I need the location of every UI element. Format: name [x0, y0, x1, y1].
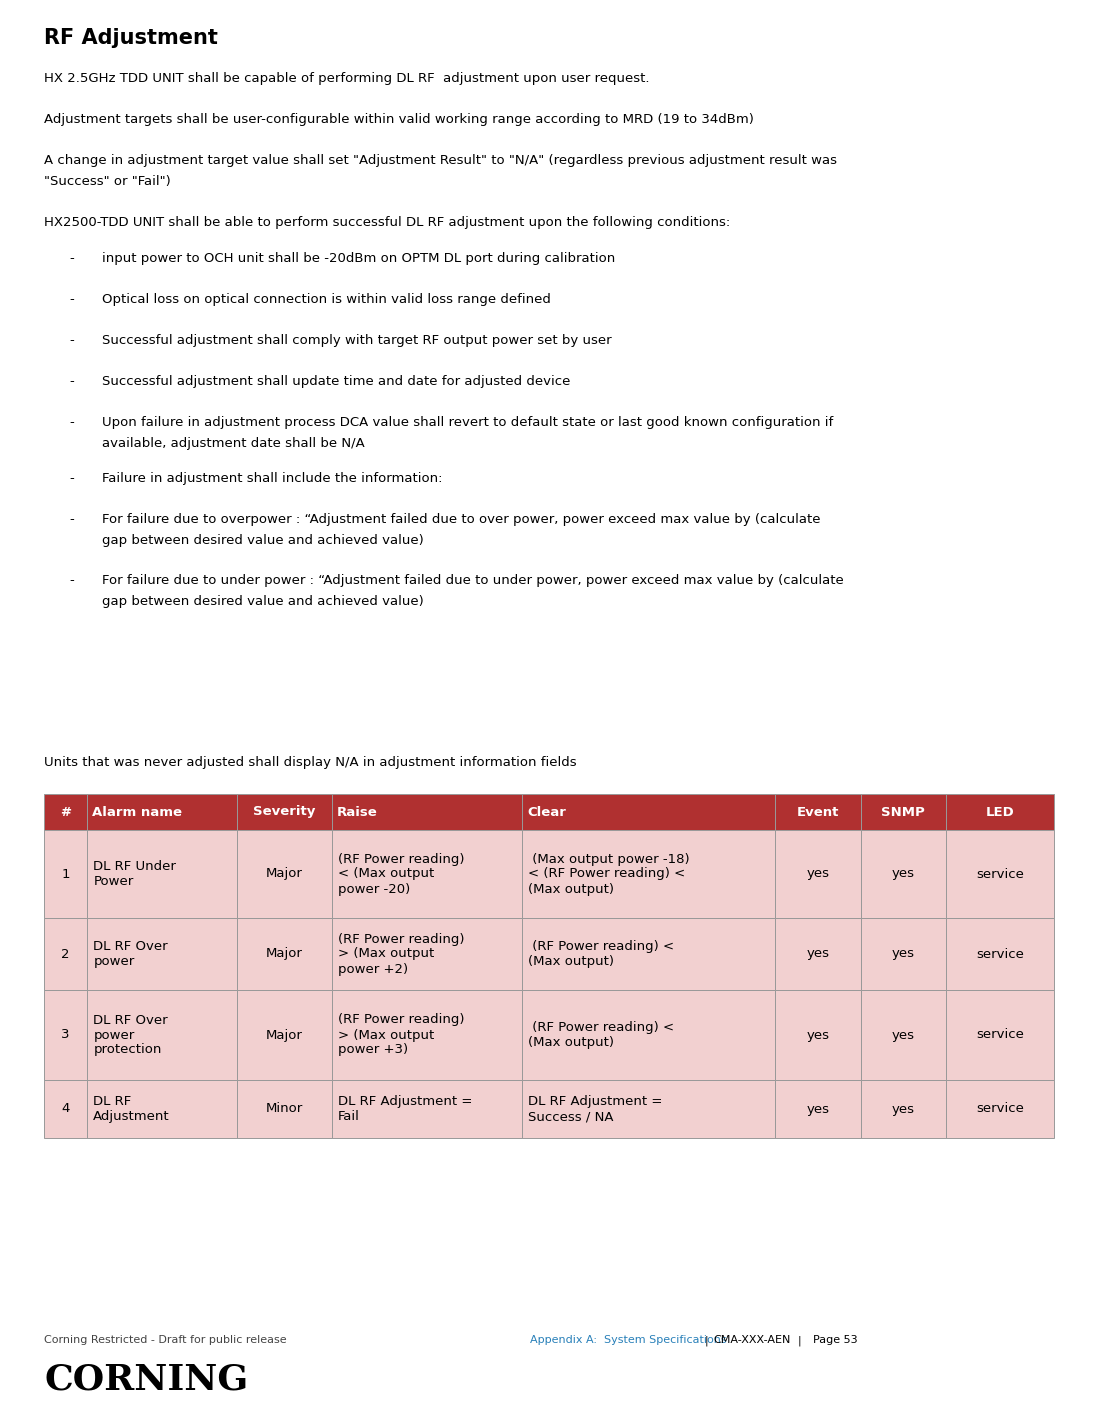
Text: Severity: Severity [253, 805, 315, 818]
Text: (RF Power reading)
> (Max output
power +3): (RF Power reading) > (Max output power +… [337, 1014, 464, 1056]
Bar [860, 990, 946, 1081]
Bar [946, 1081, 1054, 1139]
Text: -: - [70, 574, 75, 587]
Text: Page 53: Page 53 [806, 1334, 858, 1346]
Text: Units that was never adjusted shall display N/A in adjustment information fields: Units that was never adjusted shall disp… [45, 756, 577, 769]
Text: DL RF Under
Power: DL RF Under Power [93, 859, 176, 888]
Bar [522, 990, 775, 1081]
Text: -: - [70, 294, 75, 306]
Text: DL RF Adjustment =
Success / NA: DL RF Adjustment = Success / NA [529, 1095, 662, 1123]
Text: Corning Restricted - Draft for public release: Corning Restricted - Draft for public re… [45, 1334, 287, 1346]
Text: Successful adjustment shall update time and date for adjusted device: Successful adjustment shall update time … [102, 374, 570, 389]
Text: yes: yes [806, 947, 829, 960]
Bar [860, 794, 946, 830]
Text: yes: yes [806, 868, 829, 881]
Bar [946, 830, 1054, 917]
Text: DL RF Adjustment =
Fail: DL RF Adjustment = Fail [337, 1095, 472, 1123]
Text: (Max output power -18)
< (RF Power reading) <
(Max output): (Max output power -18) < (RF Power readi… [529, 852, 690, 896]
Text: service: service [976, 1103, 1024, 1116]
Text: Minor: Minor [266, 1103, 303, 1116]
Bar [522, 1081, 775, 1139]
Text: Major: Major [266, 868, 303, 881]
Text: (RF Power reading)
> (Max output
power +2): (RF Power reading) > (Max output power +… [337, 933, 464, 976]
Text: 2: 2 [61, 947, 70, 960]
Text: Major: Major [266, 1028, 303, 1041]
Text: DL RF
Adjustment: DL RF Adjustment [93, 1095, 170, 1123]
Bar [946, 917, 1054, 990]
Text: LED: LED [986, 805, 1015, 818]
Bar [775, 794, 860, 830]
Text: CMA-XXX-AEN: CMA-XXX-AEN [713, 1334, 790, 1346]
Text: HX2500-TDD UNIT shall be able to perform successful DL RF adjustment upon the fo: HX2500-TDD UNIT shall be able to perform… [45, 216, 730, 228]
Text: yes: yes [806, 1103, 829, 1116]
Text: HX 2.5GHz TDD UNIT shall be capable of performing DL RF  adjustment upon user re: HX 2.5GHz TDD UNIT shall be capable of p… [45, 72, 650, 85]
Text: For failure due to overpower : “Adjustment failed due to over power, power excee: For failure due to overpower : “Adjustme… [102, 513, 820, 526]
Text: -: - [70, 374, 75, 389]
Text: Major: Major [266, 947, 303, 960]
Text: For failure due to under power : “Adjustment failed due to under power, power ex: For failure due to under power : “Adjust… [102, 574, 844, 587]
Text: gap between desired value and achieved value): gap between desired value and achieved v… [102, 596, 424, 608]
Text: Alarm name: Alarm name [92, 805, 183, 818]
Text: DL RF Over
power: DL RF Over power [93, 940, 168, 968]
Text: Clear: Clear [528, 805, 567, 818]
Text: Successful adjustment shall comply with target RF output power set by user: Successful adjustment shall comply with … [102, 335, 612, 347]
Text: gap between desired value and achieved value): gap between desired value and achieved v… [102, 535, 424, 547]
Text: 3: 3 [61, 1028, 70, 1041]
Bar [237, 830, 332, 917]
Bar [522, 830, 775, 917]
Text: service: service [976, 947, 1024, 960]
Bar [87, 917, 237, 990]
Bar [332, 794, 522, 830]
Text: -: - [70, 513, 75, 526]
Bar [87, 990, 237, 1081]
Text: A change in adjustment target value shall set "Adjustment Result" to "N/A" (rega: A change in adjustment target value shal… [45, 155, 837, 167]
Text: service: service [976, 1028, 1024, 1041]
Bar [237, 794, 332, 830]
Text: -: - [70, 472, 75, 485]
Bar [45, 1081, 87, 1139]
Text: |: | [705, 1334, 709, 1346]
Bar [775, 917, 860, 990]
Bar [237, 917, 332, 990]
Text: input power to OCH unit shall be -20dBm on OPTM DL port during calibration: input power to OCH unit shall be -20dBm … [102, 252, 615, 265]
Bar [522, 794, 775, 830]
Bar [860, 1081, 946, 1139]
Bar [860, 830, 946, 917]
Bar [775, 990, 860, 1081]
Text: -: - [70, 335, 75, 347]
Text: yes: yes [892, 1028, 915, 1041]
Text: RF Adjustment: RF Adjustment [45, 28, 218, 48]
Text: SNMP: SNMP [881, 805, 925, 818]
Text: -: - [70, 252, 75, 265]
Text: yes: yes [892, 1103, 915, 1116]
Text: "Success" or "Fail"): "Success" or "Fail") [45, 174, 170, 189]
Text: 1: 1 [61, 868, 70, 881]
Bar [87, 794, 237, 830]
Text: (RF Power reading) <
(Max output): (RF Power reading) < (Max output) [529, 940, 674, 968]
Text: CORNING: CORNING [45, 1363, 248, 1395]
Bar [45, 990, 87, 1081]
Bar [775, 830, 860, 917]
Text: |: | [798, 1334, 801, 1346]
Text: (RF Power reading) <
(Max output): (RF Power reading) < (Max output) [529, 1021, 674, 1049]
Text: yes: yes [892, 868, 915, 881]
Text: Event: Event [797, 805, 839, 818]
Text: #: # [60, 805, 71, 818]
Bar [87, 830, 237, 917]
Text: service: service [976, 868, 1024, 881]
Bar [332, 990, 522, 1081]
Bar [87, 1081, 237, 1139]
Text: Optical loss on optical connection is within valid loss range defined: Optical loss on optical connection is wi… [102, 294, 551, 306]
Bar [332, 917, 522, 990]
Bar [45, 830, 87, 917]
Bar [45, 917, 87, 990]
Text: yes: yes [806, 1028, 829, 1041]
Text: DL RF Over
power
protection: DL RF Over power protection [93, 1014, 168, 1056]
Bar [237, 1081, 332, 1139]
Text: 4: 4 [61, 1103, 70, 1116]
Text: Appendix A:  System Specifications: Appendix A: System Specifications [530, 1334, 727, 1346]
Bar [860, 917, 946, 990]
Bar [946, 794, 1054, 830]
Bar [522, 917, 775, 990]
Bar [45, 794, 87, 830]
